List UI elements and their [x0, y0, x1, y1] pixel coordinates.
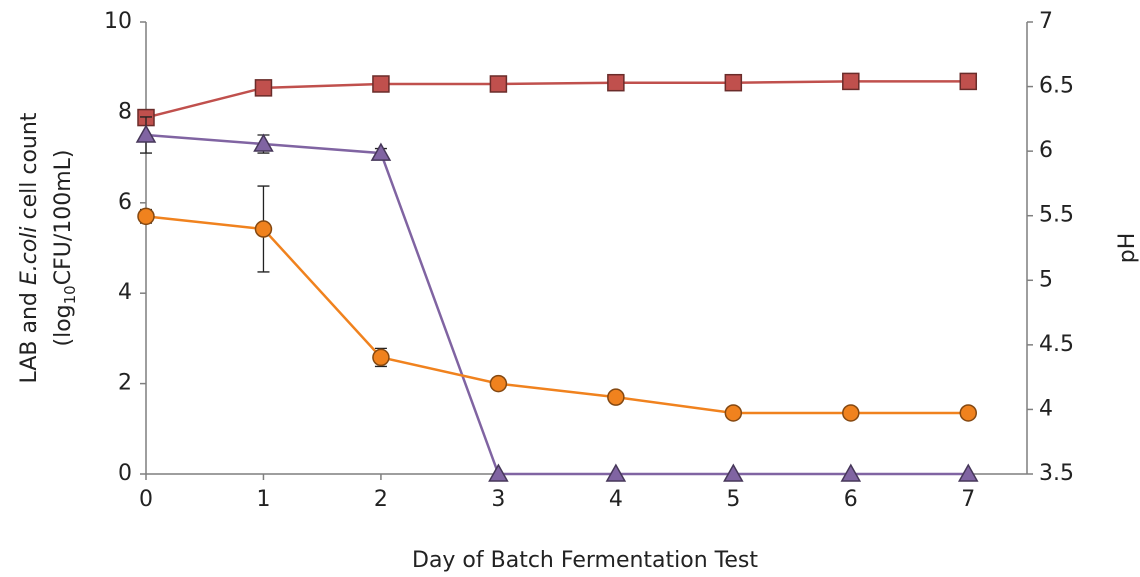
marker — [959, 404, 978, 422]
marker — [137, 207, 155, 226]
marker — [489, 374, 508, 393]
marker — [605, 463, 627, 482]
y-label-part: (log — [51, 304, 76, 346]
x-axis-label: Day of Batch Fermentation Test — [412, 548, 758, 573]
marker — [842, 72, 860, 91]
y-label-part: E.coli — [17, 226, 42, 285]
y2-tick-label: 5 — [1039, 267, 1053, 292]
marker — [607, 388, 625, 406]
y2-tick-label: 4 — [1039, 396, 1053, 421]
marker — [724, 404, 743, 422]
marker — [840, 463, 862, 482]
y2-tick-label: 7 — [1039, 9, 1053, 34]
y-label-part: 10 — [61, 285, 79, 304]
marker — [723, 463, 744, 482]
y2-tick-label: 5.5 — [1039, 203, 1074, 228]
marker — [254, 79, 273, 97]
y2-axis-label: pH — [1115, 233, 1140, 264]
marker — [957, 463, 979, 482]
y-tick-label: 6 — [118, 190, 132, 215]
y2-tick-label: 6 — [1039, 138, 1053, 163]
y-tick-label: 0 — [118, 461, 132, 486]
marker — [254, 220, 273, 238]
marker — [135, 124, 157, 143]
x-tick-label: 0 — [139, 487, 153, 512]
y-axis-label: LAB and E.coli cell count — [17, 112, 42, 383]
x-tick-label: 3 — [491, 487, 505, 512]
series-line — [145, 80, 969, 119]
x-tick-label: 4 — [609, 487, 623, 512]
series-line — [145, 133, 969, 476]
x-tick-label: 7 — [961, 487, 975, 512]
y2-tick-label: 6.5 — [1039, 74, 1074, 99]
marker — [488, 463, 509, 482]
marker — [607, 73, 625, 92]
x-tick-label: 6 — [844, 487, 858, 512]
y-axis-label: (log10CFU/100mL) — [51, 149, 79, 346]
y-label-part: cell count — [17, 112, 42, 226]
x-tick-label: 1 — [256, 487, 270, 512]
marker — [372, 348, 390, 367]
x-tick-label: 2 — [374, 487, 388, 512]
y-label-part: LAB and — [17, 285, 42, 383]
marker — [724, 73, 743, 92]
marker — [489, 75, 508, 93]
y-tick-label: 8 — [118, 99, 132, 124]
marker — [370, 142, 392, 161]
marker — [842, 404, 860, 422]
y-label-part: CFU/100mL) — [51, 149, 76, 285]
marker — [253, 133, 274, 152]
y-tick-label: 2 — [118, 371, 132, 396]
y2-tick-label: 3.5 — [1039, 461, 1074, 486]
marker — [372, 75, 390, 93]
marker — [959, 72, 978, 91]
series-line — [145, 215, 969, 415]
x-tick-label: 5 — [726, 487, 740, 512]
y-tick-label: 4 — [118, 280, 132, 305]
y2-tick-label: 4.5 — [1039, 332, 1074, 357]
y-tick-label: 10 — [104, 9, 132, 34]
